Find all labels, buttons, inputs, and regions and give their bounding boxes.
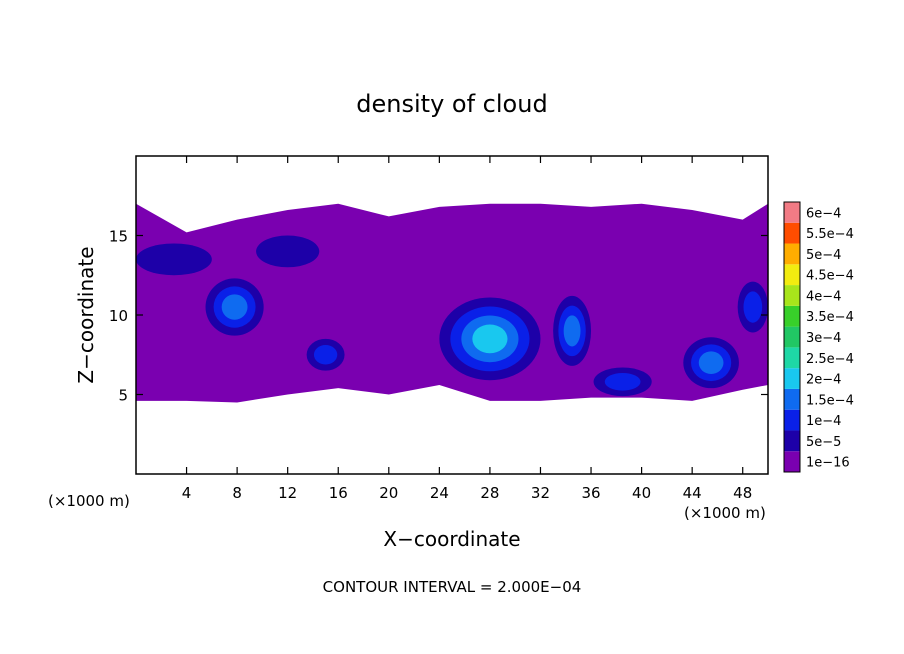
x-axis-label: X−coordinate <box>383 527 520 551</box>
x-tick-label: 12 <box>278 484 297 502</box>
colorbar-label: 6e−4 <box>806 206 841 221</box>
x-axis-ticks: 4 8 12 16 20 24 28 32 36 40 44 48 <box>182 156 752 502</box>
colorbar-swatch <box>784 451 800 472</box>
colorbar: 1e−16 5e−5 1e−4 1.5e−4 2e−4 2.5e−4 3e−4 3.5e−4 4… <box>783 201 854 473</box>
contour-interval-note: CONTOUR INTERVAL = 2.000E−04 <box>323 578 582 596</box>
x-tick-label: 48 <box>733 484 752 502</box>
colorbar-label: 3e−4 <box>806 331 841 346</box>
colorbar-label: 4.5e−4 <box>806 269 854 284</box>
x-unit-right: (×1000 m) <box>684 504 766 522</box>
colorbar-swatch <box>784 222 800 244</box>
colorbar-swatch <box>784 430 800 452</box>
plot-area <box>136 203 768 403</box>
colorbar-swatch <box>784 368 800 389</box>
colorbar-label: 5e−4 <box>806 248 841 263</box>
colorbar-label: 1.5e−4 <box>806 393 854 408</box>
x-tick-label: 20 <box>379 484 398 502</box>
x-tick-label: 44 <box>683 484 702 502</box>
y-axis-ticks: 5 10 15 <box>109 228 768 405</box>
colorbar-label: 2.5e−4 <box>806 352 854 367</box>
x-tick-label: 8 <box>232 484 242 502</box>
y-tick-label: 15 <box>109 228 128 246</box>
cloud-core-6-level-1 <box>136 243 212 276</box>
colorbar-frame <box>783 201 801 473</box>
x-unit-left: (×1000 m) <box>48 492 130 510</box>
colorbar-swatch <box>784 243 800 265</box>
cloud-core-2-level-3 <box>221 294 248 320</box>
cloud-core-5-level-2 <box>313 344 338 365</box>
colorbar-label: 1e−4 <box>806 414 841 429</box>
cloud-core-7-level-1 <box>256 235 320 268</box>
cloud-core-0-level-4 <box>472 324 508 354</box>
x-tick-label: 24 <box>430 484 449 502</box>
cloud-core-1-level-3 <box>698 351 724 375</box>
x-tick-label: 4 <box>182 484 192 502</box>
colorbar-swatch <box>784 409 800 431</box>
cloud-core-3-level-3 <box>563 315 581 347</box>
colorbar-label: 1e−16 <box>806 456 850 471</box>
colorbar-label: 5e−5 <box>806 435 841 450</box>
x-tick-label: 32 <box>531 484 550 502</box>
colorbar-label: 2e−4 <box>806 373 841 388</box>
x-tick-label: 28 <box>480 484 499 502</box>
chart-title: density of cloud <box>356 90 547 118</box>
colorbar-label: 4e−4 <box>806 289 841 304</box>
colorbar-swatch <box>784 285 800 306</box>
colorbar-label: 3.5e−4 <box>806 310 854 325</box>
cloud-core-8-level-2 <box>743 291 763 323</box>
colorbar-swatch <box>784 305 800 327</box>
y-tick-label: 5 <box>118 387 128 405</box>
x-tick-label: 36 <box>581 484 600 502</box>
colorbar-swatch <box>784 264 800 286</box>
colorbar-swatch <box>784 202 800 223</box>
colorbar-swatch <box>784 388 800 410</box>
x-tick-label: 16 <box>329 484 348 502</box>
y-axis-label: Z−coordinate <box>74 246 98 383</box>
x-tick-label: 40 <box>632 484 651 502</box>
cloud-core-4-level-2 <box>604 372 641 391</box>
colorbar-label: 5.5e−4 <box>806 227 854 242</box>
y-tick-label: 10 <box>109 307 128 325</box>
colorbar-swatch <box>784 326 800 348</box>
colorbar-swatch <box>784 347 800 369</box>
